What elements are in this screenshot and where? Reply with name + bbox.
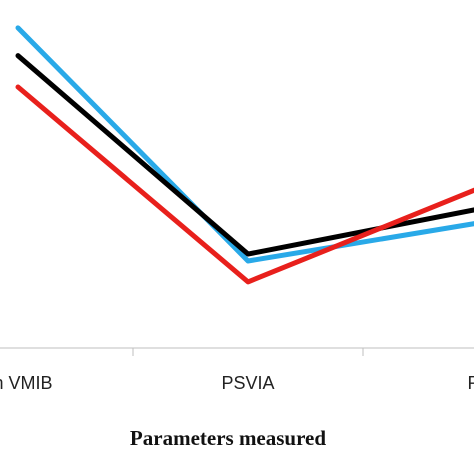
x-tick-label: PSVIA: [221, 373, 274, 393]
series-line-1: [15, 25, 474, 264]
x-axis-title: Parameters measured: [130, 426, 326, 450]
x-tick-label: an VMIB: [0, 373, 53, 393]
x-tick-label: RS: [467, 373, 474, 393]
series-line-2: [15, 53, 474, 257]
x-axis-ticks: [132, 348, 364, 356]
x-axis-tick-labels: an VMIB PSVIA RS: [0, 373, 474, 393]
series-layer: [15, 25, 474, 285]
series-line-3: [15, 84, 474, 285]
